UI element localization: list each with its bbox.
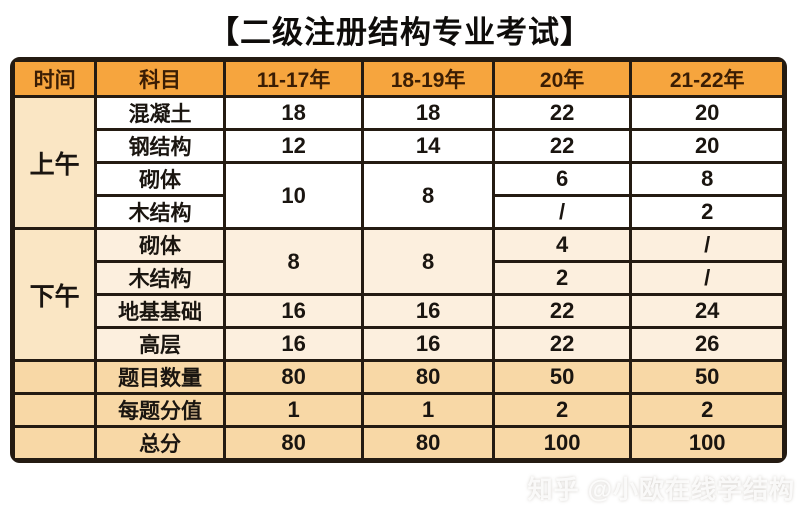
value-cell: 2 [491, 260, 633, 296]
header-cell-21-22: 21-22年 [629, 59, 785, 98]
value-cell: / [629, 260, 785, 296]
value-cell: 20 [629, 95, 785, 131]
value-cell: 20 [629, 128, 785, 164]
header-cell-subject: 科目 [94, 59, 226, 98]
value-cell-merged: 8 [361, 161, 495, 230]
table-row-concrete: 上午 混凝土 18 18 22 20 [12, 95, 785, 230]
value-cell: 2 [629, 392, 785, 428]
value-cell: 2 [629, 194, 785, 230]
value-cell: 18 [361, 95, 495, 131]
table-row-total-score: 总分 80 80 100 100 [12, 425, 785, 461]
value-cell: 2 [491, 392, 633, 428]
subject-cell: 砌体 [94, 227, 226, 263]
subject-cell: 木结构 [94, 194, 226, 230]
value-cell: 14 [361, 128, 495, 164]
page-title: 【二级注册结构专业考试】 [208, 15, 592, 50]
value-cell: 6 [491, 161, 633, 197]
subject-cell: 每题分值 [94, 392, 226, 428]
value-cell: 80 [361, 425, 495, 461]
value-cell: 100 [491, 425, 633, 461]
subject-cell: 木结构 [94, 260, 226, 296]
watermark: 知乎 @小欧在线学结构 [527, 476, 795, 504]
time-cell-afternoon: 下午 [12, 227, 98, 362]
subject-cell: 地基基础 [94, 293, 226, 329]
header-cell-11-17: 11-17年 [222, 59, 365, 98]
value-cell: 4 [491, 227, 633, 263]
subject-cell: 题目数量 [94, 359, 226, 395]
value-cell: 8 [629, 161, 785, 197]
value-cell: 1 [222, 392, 365, 428]
table-row-highrise: 高层 16 16 22 26 [14, 326, 785, 362]
table-row-foundation: 地基基础 16 16 22 24 [14, 293, 785, 329]
value-cell: / [629, 227, 785, 263]
table-row-timber-am: 木结构 / 2 [14, 194, 785, 230]
value-cell-merged: 10 [222, 161, 365, 230]
value-cell: 22 [491, 95, 633, 131]
value-cell: 12 [222, 128, 365, 164]
value-cell: 16 [361, 293, 495, 329]
value-cell: 22 [491, 326, 633, 362]
value-cell: 80 [222, 425, 365, 461]
table-row-masonry-pm: 下午 砌体 8 8 4 / [12, 227, 785, 362]
header-cell-time: 时间 [12, 59, 98, 98]
header-cell-18-19: 18-19年 [361, 59, 495, 98]
time-cell-empty [12, 359, 98, 395]
table-row-masonry-am: 砌体 10 8 6 8 [14, 161, 785, 230]
exam-score-table: 时间 科目 11-17年 18-19年 20年 21-22年 上午 混凝土 18… [12, 59, 785, 461]
table-row-timber-pm: 木结构 2 / [14, 260, 785, 296]
value-cell: 50 [491, 359, 633, 395]
time-cell-morning: 上午 [12, 95, 98, 230]
value-cell-merged: 8 [222, 227, 365, 296]
value-cell: / [491, 194, 633, 230]
value-cell: 16 [361, 326, 495, 362]
value-cell: 1 [361, 392, 495, 428]
value-cell-merged: 8 [361, 227, 495, 296]
value-cell: 24 [629, 293, 785, 329]
table-row-points-per-question: 每题分值 1 1 2 2 [12, 392, 785, 428]
value-cell: 22 [491, 293, 633, 329]
value-cell: 50 [629, 359, 785, 395]
time-cell-empty [12, 392, 98, 428]
table-row-question-count: 题目数量 80 80 50 50 [12, 359, 785, 395]
subject-cell: 总分 [94, 425, 226, 461]
subject-cell: 砌体 [94, 161, 226, 197]
value-cell: 16 [222, 293, 365, 329]
table-row-steel: 钢结构 12 14 22 20 [14, 128, 785, 164]
subject-cell: 混凝土 [94, 95, 226, 131]
value-cell: 16 [222, 326, 365, 362]
value-cell: 100 [629, 425, 785, 461]
header-cell-20: 20年 [491, 59, 633, 98]
value-cell: 22 [491, 128, 633, 164]
value-cell: 80 [361, 359, 495, 395]
header-row: 时间 科目 11-17年 18-19年 20年 21-22年 [12, 59, 785, 98]
subject-cell: 钢结构 [94, 128, 226, 164]
value-cell: 26 [629, 326, 785, 362]
subject-cell: 高层 [94, 326, 226, 362]
exam-table: 时间 科目 11-17年 18-19年 20年 21-22年 上午 混凝土 18… [10, 57, 787, 463]
value-cell: 80 [222, 359, 365, 395]
time-cell-empty [12, 425, 98, 461]
value-cell: 18 [222, 95, 365, 131]
